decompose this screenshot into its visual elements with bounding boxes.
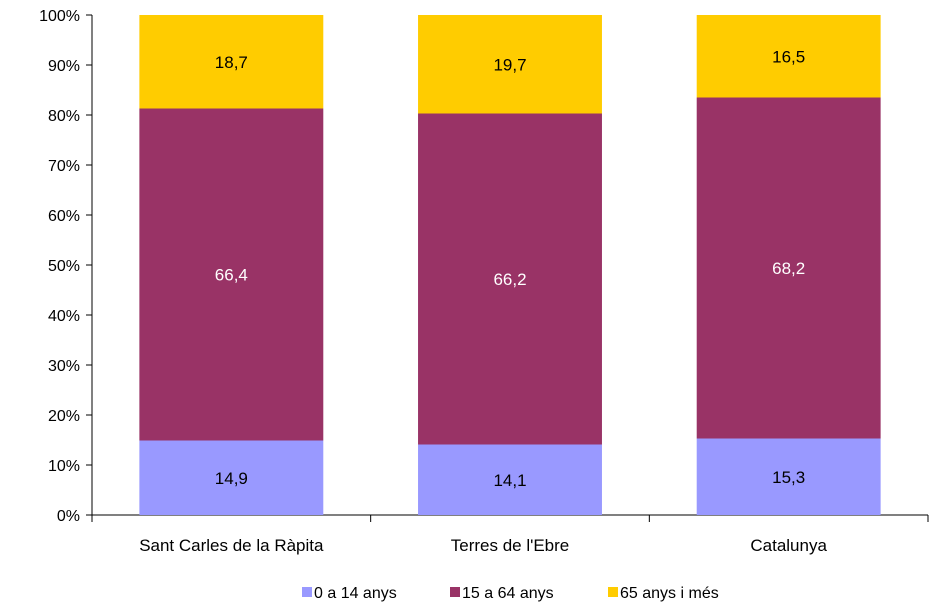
- legend-label: 0 a 14 anys: [314, 585, 397, 602]
- data-label: 68,2: [772, 259, 805, 278]
- legend-swatch: [302, 587, 312, 597]
- data-label: 14,1: [493, 471, 526, 490]
- data-label: 66,4: [215, 266, 248, 285]
- bar-segment: [139, 15, 324, 109]
- bar-segment: [696, 15, 881, 98]
- data-label: 16,5: [772, 47, 805, 66]
- legend-swatch: [450, 587, 460, 597]
- y-tick-label: 90%: [48, 58, 80, 75]
- legend-label: 15 a 64 anys: [462, 585, 554, 602]
- legend: 0 a 14 anys 15 a 64 anys 65 anys i més: [302, 585, 719, 602]
- data-label: 66,2: [493, 270, 526, 289]
- y-tick-label: 0%: [57, 508, 80, 525]
- y-tick-label: 70%: [48, 158, 80, 175]
- x-tick-label: Catalunya: [750, 536, 827, 555]
- y-tick-label: 80%: [48, 108, 80, 125]
- bars: 14,9 66,4 18,7 14,1 66,2 19,7 15,3 68,2 16,5: [139, 15, 881, 515]
- y-tick-label: 20%: [48, 408, 80, 425]
- y-tick-label: 40%: [48, 308, 80, 325]
- y-tick-label: 60%: [48, 208, 80, 225]
- y-tick-label: 50%: [48, 258, 80, 275]
- data-label: 15,3: [772, 468, 805, 487]
- bar-segment: [696, 438, 881, 515]
- data-label: 14,9: [215, 469, 248, 488]
- y-tick-label: 30%: [48, 358, 80, 375]
- bar-segment: [139, 108, 324, 441]
- x-tick-label: Sant Carles de la Ràpita: [139, 536, 324, 555]
- x-tick-label: Terres de l'Ebre: [451, 536, 570, 555]
- bar-segment: [418, 113, 602, 445]
- legend-label: 65 anys i més: [620, 585, 719, 602]
- bar-segment: [139, 440, 324, 515]
- data-label: 19,7: [493, 55, 526, 74]
- y-tick-label: 10%: [48, 458, 80, 475]
- bar-segment: [418, 15, 602, 114]
- y-axis: 0% 10% 20% 30% 40% 50% 60% 70% 80% 90% 100%: [39, 8, 93, 525]
- bar-segment: [418, 444, 602, 515]
- data-label: 18,7: [215, 53, 248, 72]
- bar-segment: [696, 97, 881, 439]
- legend-swatch: [608, 587, 618, 597]
- y-tick-label: 100%: [39, 8, 80, 25]
- x-axis: Sant Carles de la Ràpita Terres de l'Ebre…: [91, 514, 929, 555]
